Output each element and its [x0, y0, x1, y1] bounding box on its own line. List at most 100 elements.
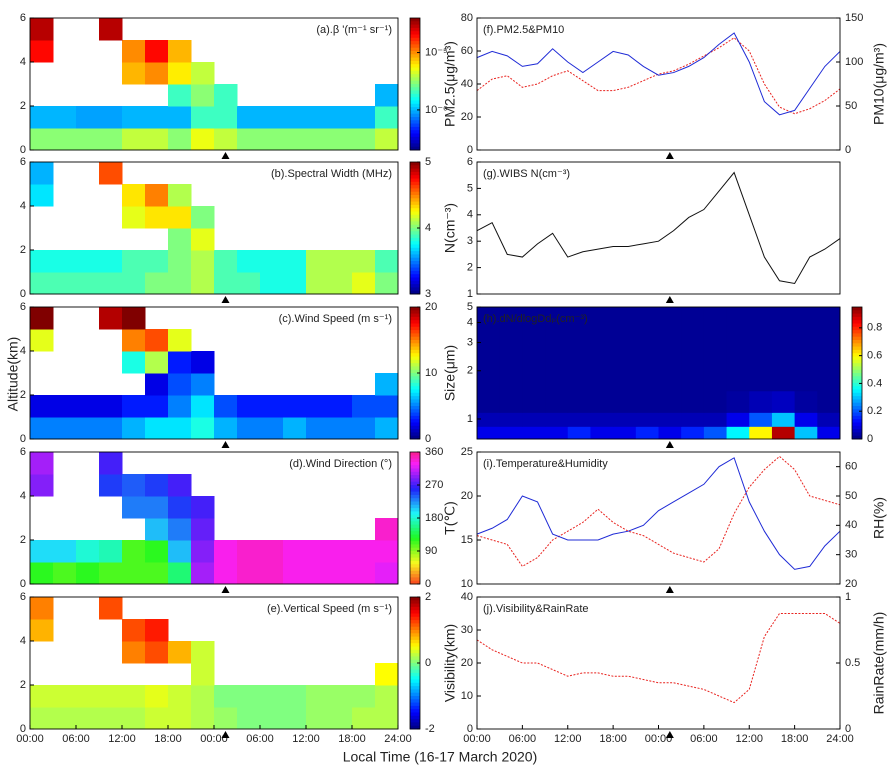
y-tick-label: 6: [20, 591, 26, 603]
heat-cell: [30, 162, 54, 185]
plot-frame: [476, 451, 841, 585]
colorbar-step: [852, 419, 862, 423]
colorbar-step: [410, 67, 420, 72]
colorbar-step: [410, 452, 420, 456]
heat-cell: [726, 412, 750, 427]
panel-title: (j).Visibility&RainRate: [483, 603, 589, 615]
heat-cell: [283, 272, 307, 295]
heat-cell: [145, 540, 169, 563]
colorbar-step: [410, 343, 420, 348]
heat-cell: [329, 106, 353, 129]
y-tick-label: 0: [20, 288, 26, 300]
heat-cell: [145, 206, 169, 229]
heat-cell: [30, 128, 54, 151]
heat-cell: [817, 426, 841, 440]
heat-cell: [145, 351, 169, 374]
heat-cell: [771, 390, 796, 413]
heat-cell: [30, 707, 54, 730]
colorbar-step: [410, 175, 420, 179]
heat-cell: [191, 106, 215, 129]
heat-cell: [794, 412, 818, 427]
heat-cell: [53, 272, 77, 295]
colorbar-step: [410, 251, 420, 255]
colorbar-step: [410, 284, 420, 288]
heat-cell: [283, 540, 307, 563]
heat-cell: [703, 307, 728, 344]
heat-cell: [522, 370, 546, 392]
heat-cell: [99, 474, 123, 497]
colorbar-step: [410, 537, 420, 542]
colorbar-step: [410, 616, 420, 621]
heat-cell: [260, 272, 284, 295]
heat-cell: [191, 351, 215, 374]
heat-cell: [283, 250, 307, 273]
colorbar-step: [410, 547, 420, 552]
heat-cell: [681, 412, 705, 427]
colorbar-step: [852, 399, 862, 404]
heat-cell: [145, 685, 169, 708]
plot-frame: [29, 161, 399, 295]
colorbar-step: [410, 429, 420, 433]
colorbar-step: [410, 514, 420, 519]
heat-cell: [329, 417, 353, 440]
heat-cell: [191, 272, 215, 295]
heat-cell: [567, 390, 591, 413]
heat-cell: [122, 641, 146, 664]
heat-cell: [499, 390, 523, 413]
colorbar-step: [410, 270, 420, 275]
x-tick-label: 18:00: [154, 733, 182, 745]
heat-cell: [237, 250, 261, 273]
heat-cell: [168, 228, 192, 251]
heat-cell: [352, 540, 376, 563]
heat-cell: [260, 417, 284, 440]
y-tick-label: 60: [461, 45, 473, 57]
y-tick-label: 0: [20, 578, 26, 590]
colorbar-tick-label: -2: [425, 723, 435, 735]
colorbar-step: [852, 313, 862, 318]
colorbar-step: [410, 254, 420, 259]
heat-cell: [703, 412, 728, 427]
heat-cell: [191, 373, 215, 396]
heat-cell: [76, 272, 100, 295]
heat-cell: [352, 707, 376, 730]
y-tick-label: 4: [20, 345, 26, 357]
heat-cell: [168, 641, 192, 664]
colorbar-step: [410, 204, 420, 209]
heat-cell: [145, 128, 169, 151]
heat-cell: [260, 250, 284, 273]
y-axis-label: T(℃): [442, 501, 458, 535]
panel-title: (e).Vertical Speed (m s⁻¹): [267, 603, 392, 615]
colorbar-step: [410, 719, 420, 723]
colorbar-step: [410, 425, 420, 430]
heat-cell: [352, 272, 376, 295]
colorbar-step: [410, 162, 420, 166]
heat-cell: [352, 685, 376, 708]
heat-cell: [306, 707, 330, 730]
heat-cell: [99, 307, 123, 330]
heat-cell: [30, 562, 54, 585]
colorbar-step: [410, 399, 420, 404]
heat-cell: [168, 518, 192, 541]
heat-cell: [635, 412, 659, 427]
heat-cell: [329, 128, 353, 151]
heat-cell: [76, 128, 100, 151]
colorbar-step: [410, 633, 420, 638]
heat-cell: [794, 370, 818, 392]
heat-cell: [122, 619, 146, 642]
x-tick-label: 06:00: [62, 733, 90, 745]
heat-cell: [30, 18, 54, 41]
heat-cell: [145, 184, 169, 207]
heat-cell: [191, 685, 215, 708]
colorbar-step: [410, 84, 420, 88]
colorbar-step: [410, 679, 420, 684]
colorbar-step: [410, 597, 420, 601]
colorbar-step: [410, 257, 420, 262]
heat-cell: [817, 412, 841, 427]
heat-cell: [237, 417, 261, 440]
y-tick-label: 25: [461, 446, 473, 458]
heat-cell: [477, 370, 501, 392]
heat-cell: [145, 329, 169, 352]
heat-cell: [53, 685, 77, 708]
heat-cell: [30, 106, 54, 129]
heat-cell: [214, 685, 238, 708]
